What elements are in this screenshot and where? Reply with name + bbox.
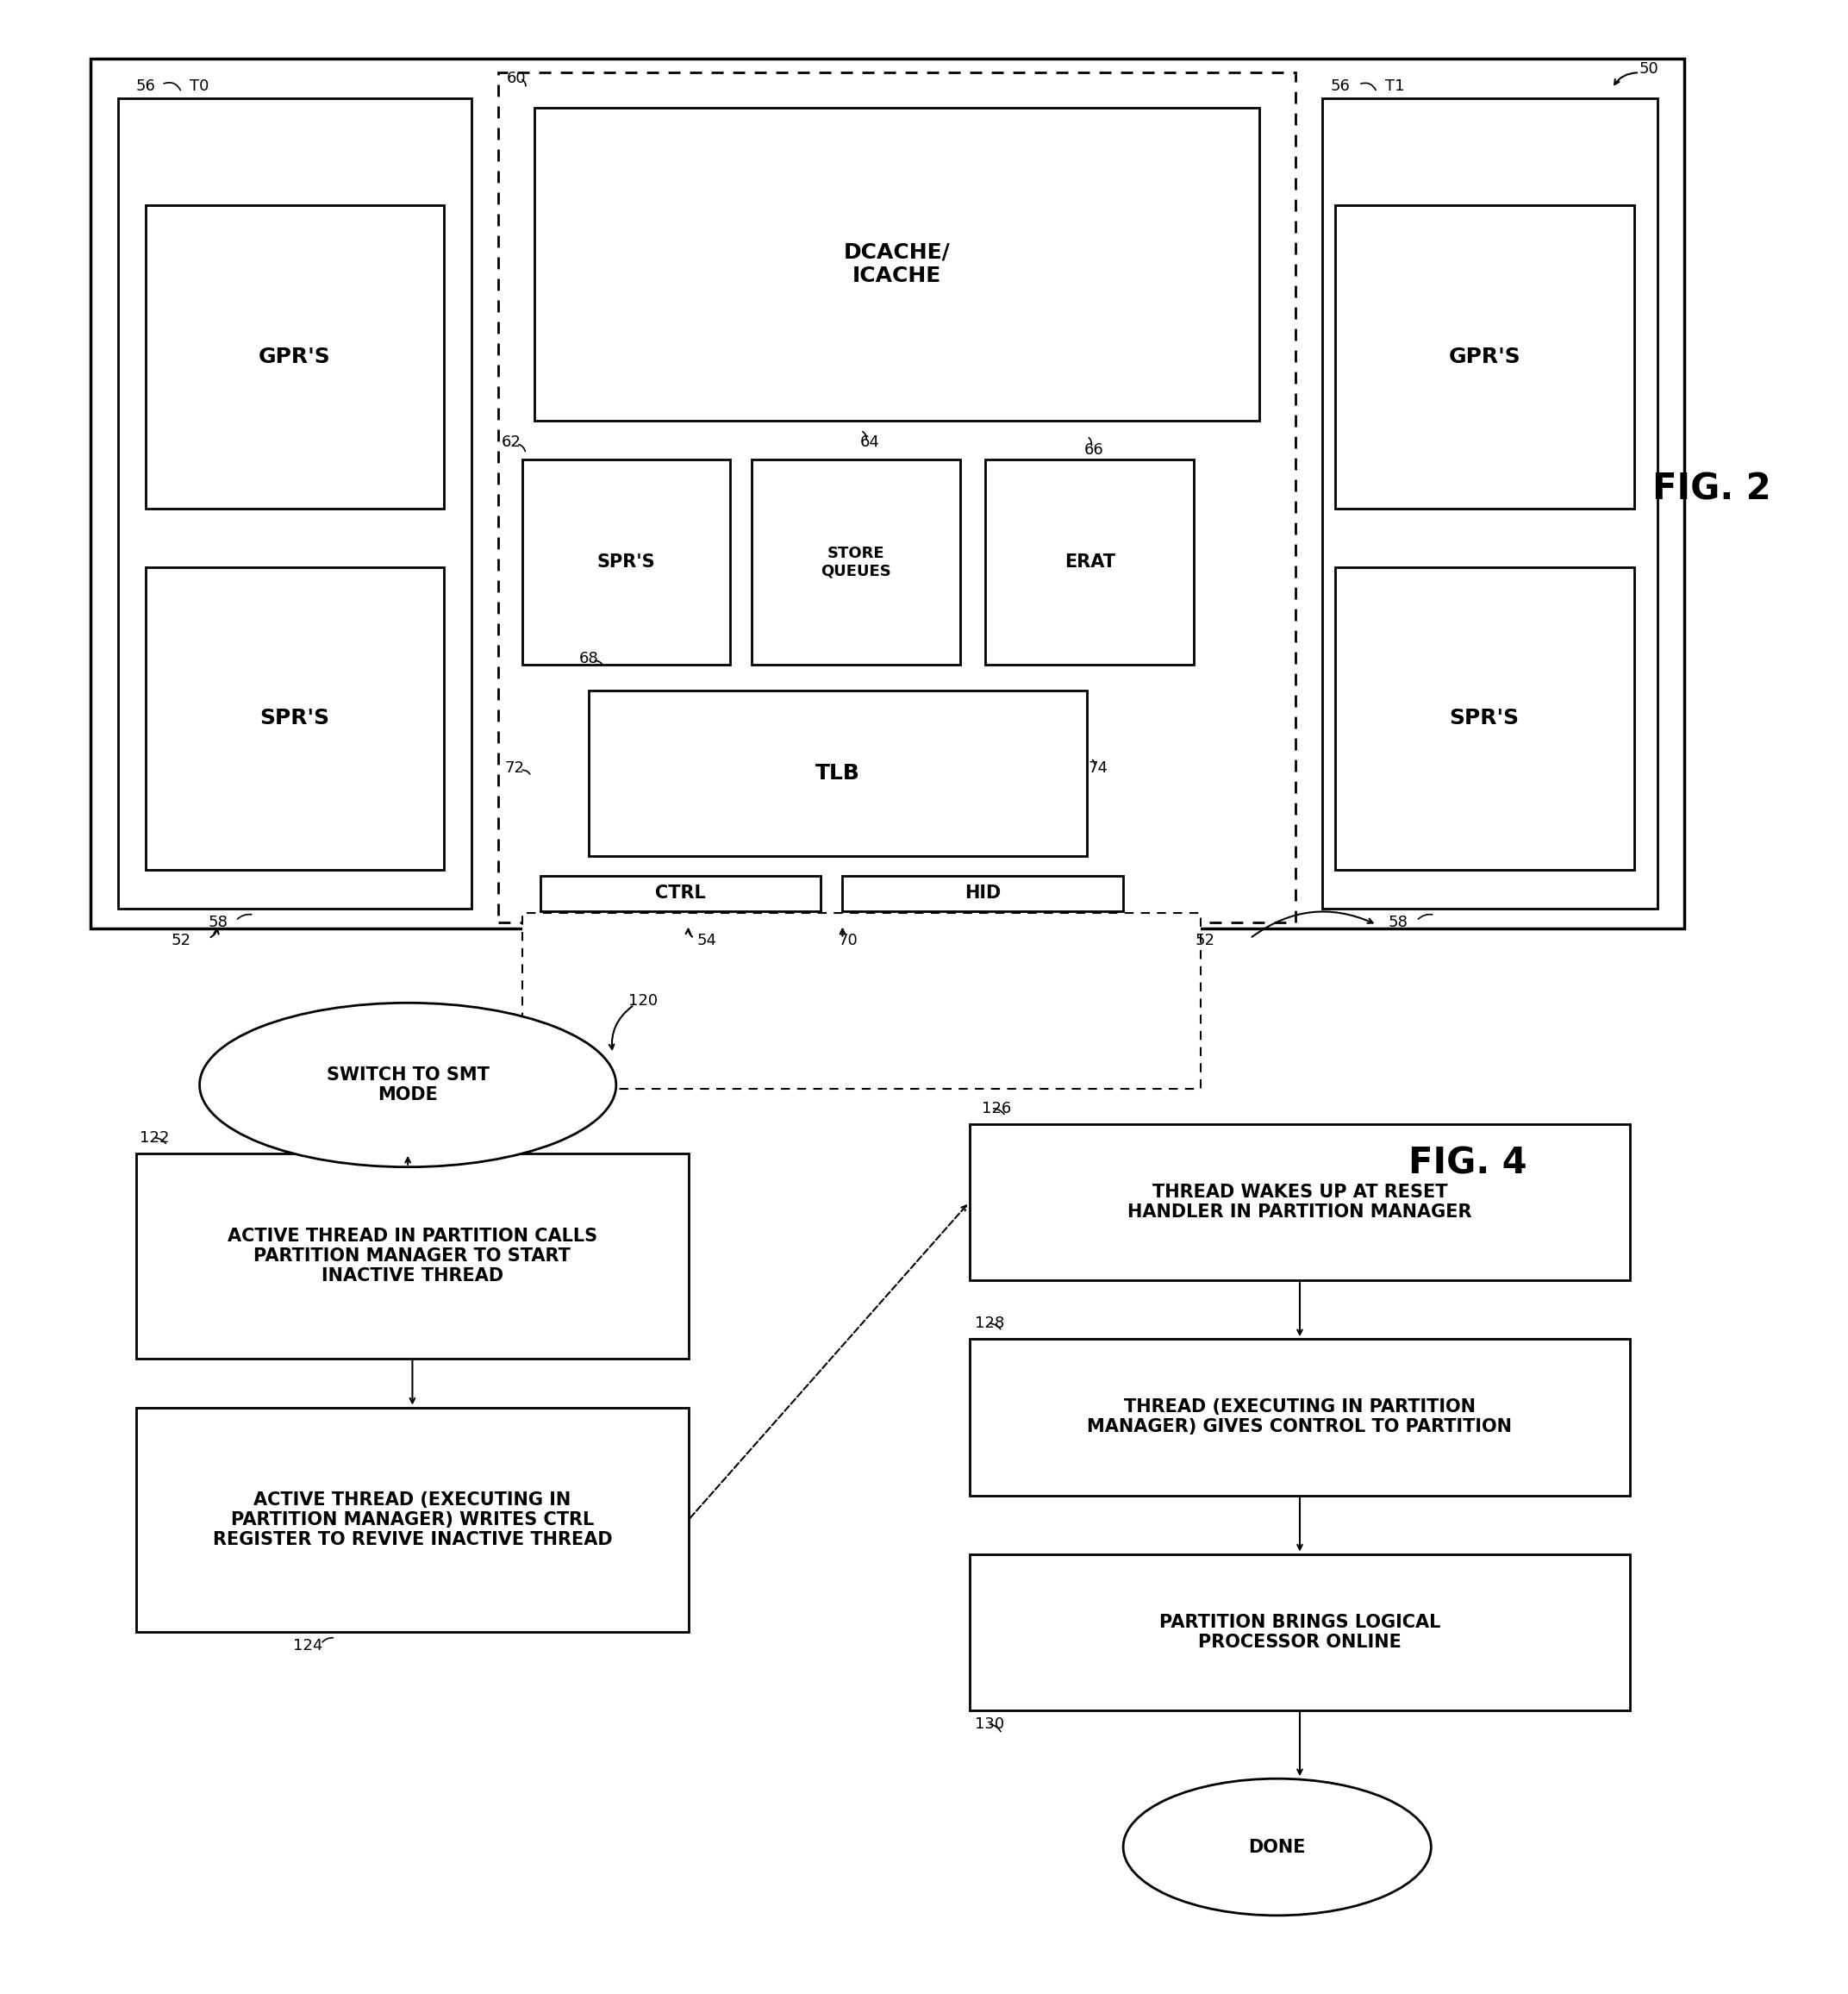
Text: 56: 56 — [135, 78, 155, 94]
Text: THREAD (EXECUTING IN PARTITION
MANAGER) GIVES CONTROL TO PARTITION: THREAD (EXECUTING IN PARTITION MANAGER) … — [1087, 1398, 1512, 1436]
Text: HID: HID — [965, 885, 1002, 901]
Bar — [499, 72, 1295, 923]
Text: 56: 56 — [1331, 78, 1351, 94]
Bar — [985, 461, 1194, 664]
Text: FIG. 2: FIG. 2 — [1652, 471, 1770, 506]
Bar — [968, 1553, 1630, 1711]
Text: ACTIVE THREAD (EXECUTING IN
PARTITION MANAGER) WRITES CTRL
REGISTER TO REVIVE IN: ACTIVE THREAD (EXECUTING IN PARTITION MA… — [213, 1492, 612, 1549]
Text: 128: 128 — [974, 1316, 1003, 1332]
Text: T0: T0 — [190, 78, 209, 94]
Text: CTRL: CTRL — [654, 885, 706, 901]
Text: 66: 66 — [1085, 443, 1103, 457]
Text: T1: T1 — [1386, 78, 1404, 94]
Ellipse shape — [1124, 1779, 1430, 1916]
Text: 72: 72 — [505, 760, 525, 776]
Text: ACTIVE THREAD IN PARTITION CALLS
PARTITION MANAGER TO START
INACTIVE THREAD: ACTIVE THREAD IN PARTITION CALLS PARTITI… — [227, 1226, 597, 1284]
Text: DONE: DONE — [1249, 1838, 1307, 1856]
Text: 124: 124 — [294, 1637, 323, 1653]
Bar — [1323, 98, 1658, 909]
Ellipse shape — [200, 1003, 615, 1166]
Text: 122: 122 — [140, 1131, 170, 1145]
Text: 62: 62 — [501, 435, 521, 451]
Bar — [540, 875, 821, 911]
Text: 120: 120 — [628, 993, 658, 1009]
Text: 50: 50 — [1639, 62, 1658, 76]
Bar — [137, 1153, 689, 1358]
Bar — [1334, 566, 1634, 869]
Bar — [146, 205, 444, 508]
Text: 126: 126 — [981, 1101, 1011, 1117]
Text: GPR'S: GPR'S — [259, 347, 331, 367]
Bar — [146, 566, 444, 869]
Bar — [1334, 205, 1634, 508]
Bar — [968, 1125, 1630, 1280]
Text: ERAT: ERAT — [1064, 554, 1114, 570]
Bar — [118, 98, 471, 909]
Text: THREAD WAKES UP AT RESET
HANDLER IN PARTITION MANAGER: THREAD WAKES UP AT RESET HANDLER IN PART… — [1127, 1184, 1473, 1220]
Text: 58: 58 — [207, 915, 227, 931]
Bar — [752, 461, 961, 664]
Bar — [521, 461, 730, 664]
Bar — [91, 60, 1685, 929]
Text: 52: 52 — [1196, 933, 1214, 947]
Bar — [137, 1408, 689, 1631]
Bar — [521, 913, 1201, 1089]
Text: 74: 74 — [1088, 760, 1107, 776]
Bar — [843, 875, 1124, 911]
Bar — [590, 690, 1087, 855]
Text: SPR'S: SPR'S — [1449, 708, 1519, 730]
Text: SPR'S: SPR'S — [261, 708, 329, 730]
Text: PARTITION BRINGS LOGICAL
PROCESSOR ONLINE: PARTITION BRINGS LOGICAL PROCESSOR ONLIN… — [1159, 1613, 1440, 1651]
Text: 54: 54 — [697, 933, 717, 947]
Text: 52: 52 — [172, 933, 192, 947]
Text: 68: 68 — [578, 652, 599, 666]
Text: SPR'S: SPR'S — [597, 554, 656, 570]
Text: TLB: TLB — [815, 764, 861, 784]
Bar — [534, 108, 1258, 421]
Text: FIG. 4: FIG. 4 — [1408, 1145, 1526, 1180]
Text: 58: 58 — [1388, 915, 1408, 931]
Text: 64: 64 — [859, 435, 880, 451]
Text: DCACHE/
ICACHE: DCACHE/ ICACHE — [843, 241, 950, 287]
Text: 130: 130 — [974, 1717, 1003, 1731]
Text: SWITCH TO SMT
MODE: SWITCH TO SMT MODE — [327, 1067, 490, 1103]
Text: 70: 70 — [839, 933, 857, 947]
Text: STORE
QUEUES: STORE QUEUES — [821, 546, 891, 578]
Text: GPR'S: GPR'S — [1449, 347, 1521, 367]
Text: 60: 60 — [506, 72, 527, 86]
Bar — [968, 1340, 1630, 1496]
